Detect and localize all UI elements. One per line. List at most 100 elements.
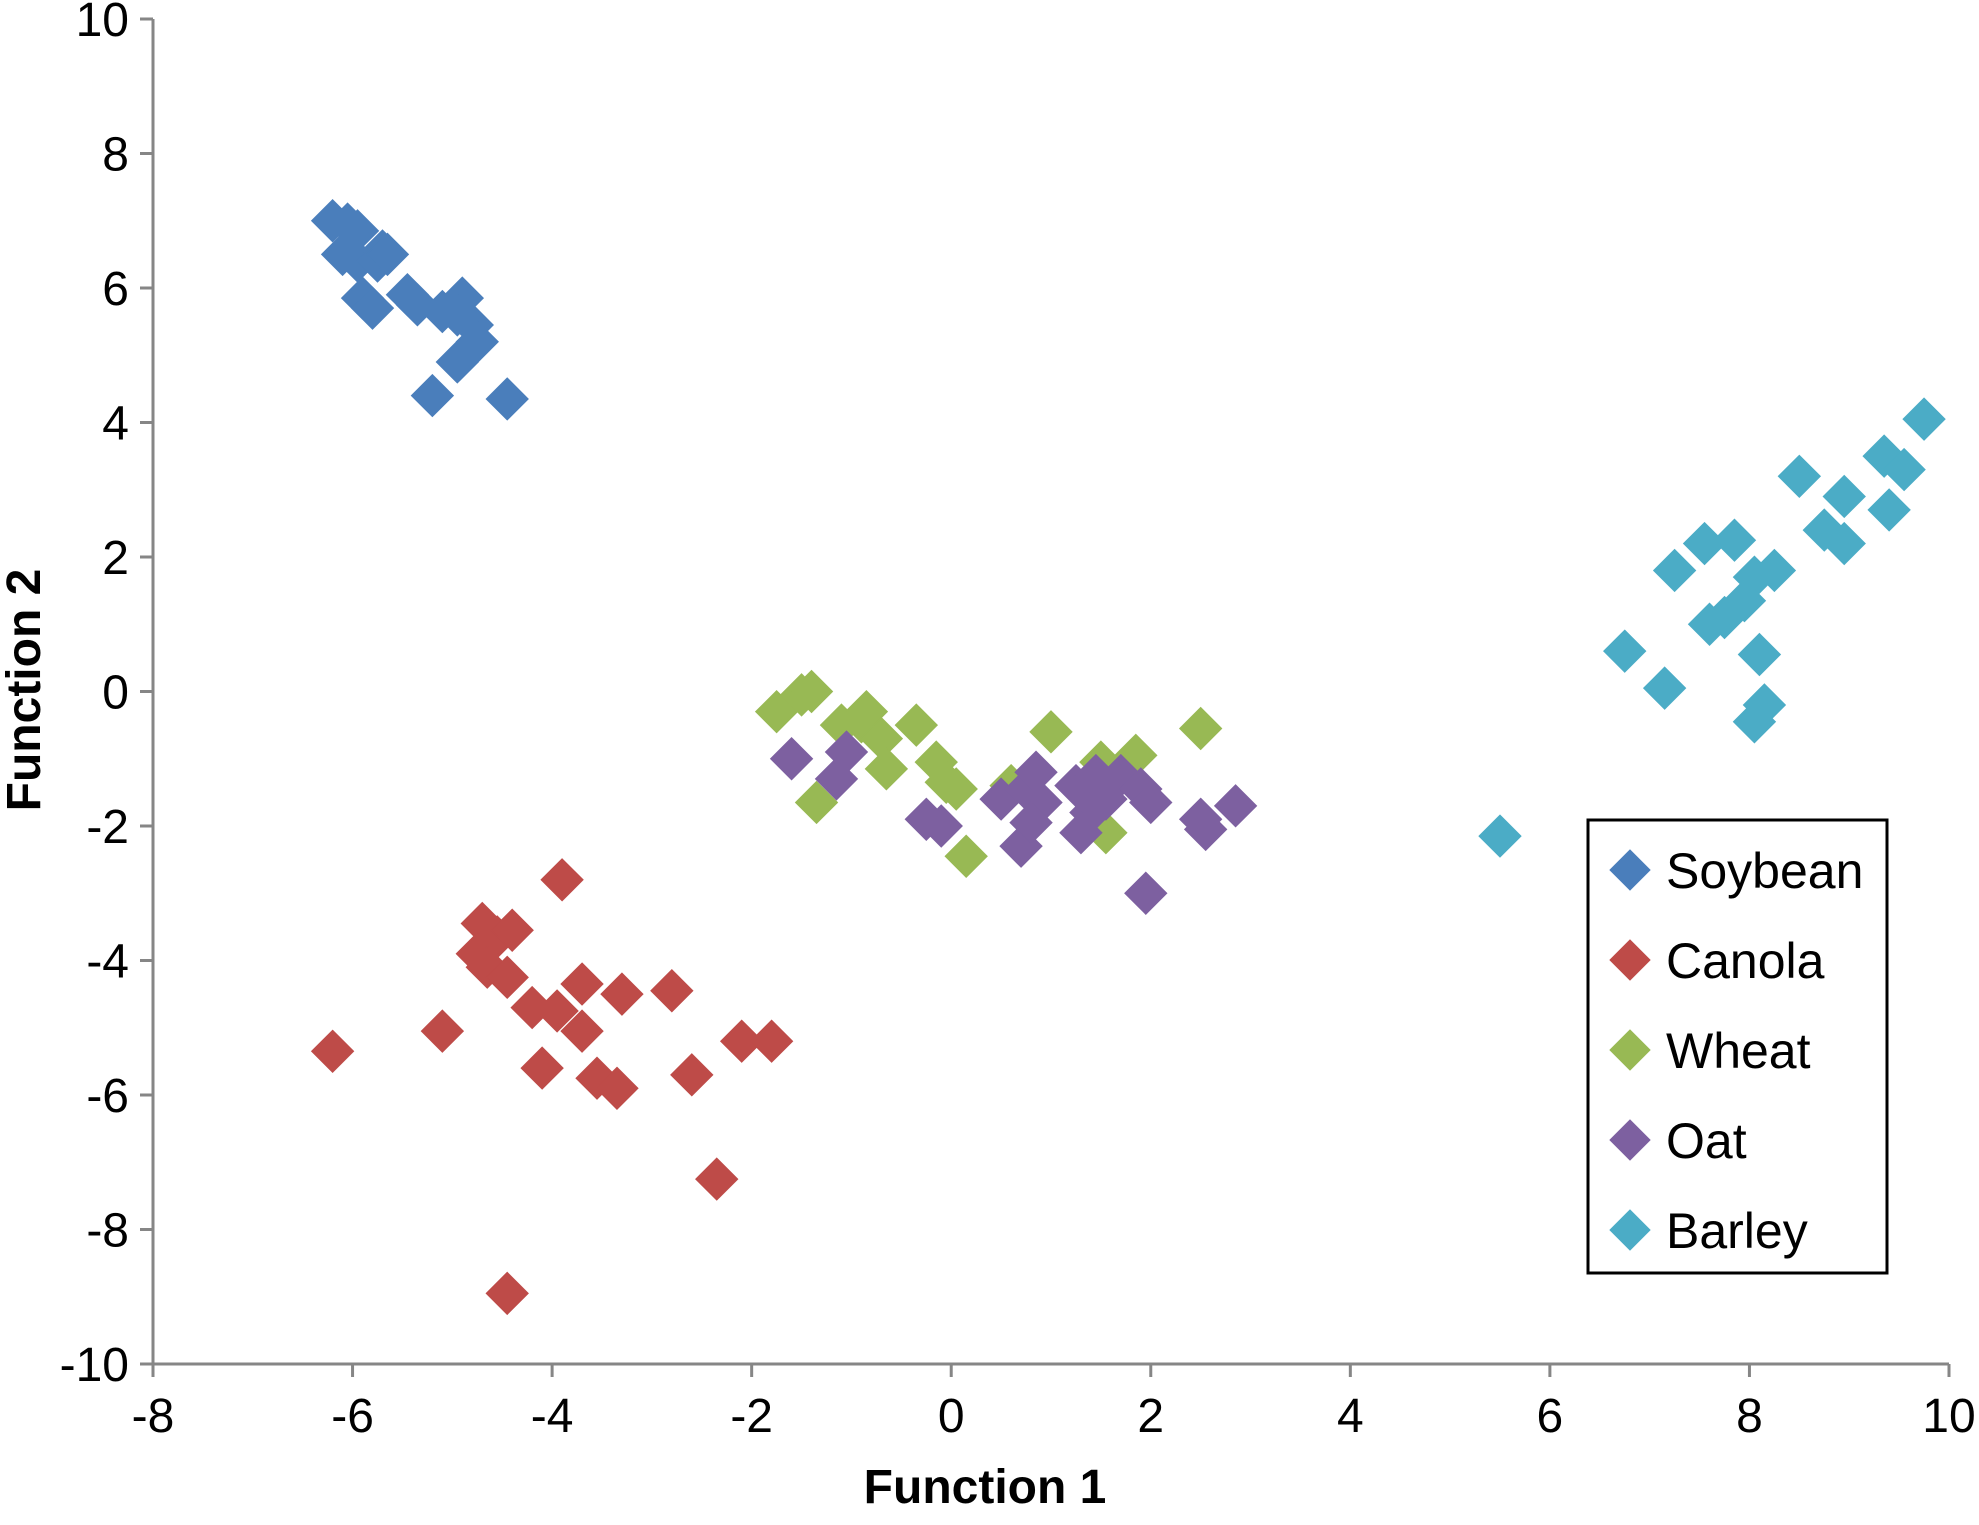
- data-point: [560, 962, 604, 1006]
- y-tick-label: -4: [86, 936, 129, 989]
- y-tick-label: -8: [86, 1205, 129, 1258]
- data-point: [864, 747, 909, 791]
- y-tick-label: 0: [102, 667, 129, 720]
- data-point: [1802, 508, 1846, 552]
- x-tick-label: 10: [1922, 1390, 1975, 1443]
- data-point: [1902, 397, 1946, 441]
- data-point: [410, 373, 455, 418]
- data-point: [1009, 800, 1053, 845]
- data-point: [465, 945, 509, 989]
- data-point: [535, 989, 579, 1033]
- data-point: [1777, 454, 1822, 499]
- x-tick-label: -8: [132, 1390, 175, 1443]
- data-point: [540, 858, 584, 902]
- data-point: [944, 834, 988, 878]
- data-point: [365, 232, 410, 277]
- data-point: [595, 1066, 639, 1110]
- legend-label: Oat: [1666, 1113, 1747, 1169]
- data-point: [789, 669, 834, 714]
- legend-item-wheat: Wheat: [1609, 1023, 1811, 1079]
- data-point: [485, 955, 529, 1000]
- legend-label: Canola: [1666, 933, 1825, 989]
- data-point: [814, 757, 859, 801]
- x-tick-label: -4: [531, 1390, 574, 1443]
- data-point: [749, 1019, 794, 1063]
- data-point: [670, 1053, 714, 1097]
- series-soybean: [310, 199, 529, 421]
- data-point: [794, 780, 839, 825]
- data-point: [769, 737, 814, 781]
- x-tick-label: 6: [1537, 1390, 1564, 1443]
- legend: Soybean Canola Wheat Oat Barley: [1586, 818, 1889, 1275]
- data-point: [575, 1056, 619, 1100]
- y-tick-label: 2: [102, 532, 129, 585]
- legend-label: Barley: [1666, 1203, 1808, 1259]
- data-point: [1652, 548, 1697, 593]
- legend-marker: [1609, 1119, 1651, 1161]
- data-point: [420, 1009, 465, 1053]
- data-point: [894, 703, 939, 747]
- x-tick-label: 2: [1137, 1390, 1164, 1443]
- data-point: [1822, 521, 1866, 566]
- data-point: [1478, 814, 1522, 858]
- x-axis-title: Function 1: [864, 1461, 1107, 1514]
- data-point: [1029, 710, 1073, 754]
- series-barley: [1478, 397, 1946, 858]
- data-point: [435, 340, 480, 384]
- data-point: [1712, 518, 1757, 562]
- data-point: [350, 286, 395, 330]
- data-point: [1124, 871, 1168, 915]
- x-tick-label: 0: [938, 1390, 965, 1443]
- data-point: [695, 1157, 739, 1201]
- x-tick-label: -6: [331, 1390, 374, 1443]
- legend-item-soybean: Soybean: [1609, 843, 1863, 899]
- legend-items: Soybean Canola Wheat Oat Barley: [1609, 843, 1863, 1259]
- data-point: [1642, 666, 1687, 710]
- x-tick-label: -2: [730, 1390, 773, 1443]
- data-point: [485, 377, 529, 421]
- y-axis-title: Function 2: [0, 569, 51, 812]
- data-point: [650, 969, 694, 1013]
- legend-marker: [1609, 1029, 1651, 1071]
- data-point: [520, 1046, 564, 1090]
- series-oat: [769, 730, 1258, 915]
- legend-marker: [1609, 939, 1651, 981]
- data-point: [1687, 602, 1732, 646]
- data-point: [1178, 706, 1223, 751]
- data-point: [1059, 811, 1103, 855]
- data-point: [919, 804, 963, 848]
- data-point: [310, 1029, 355, 1073]
- series-canola: [310, 858, 794, 1316]
- data-point: [1603, 629, 1647, 673]
- data-point: [1822, 474, 1866, 519]
- data-point: [934, 767, 978, 811]
- legend-marker: [1609, 1209, 1651, 1251]
- data-points: [310, 199, 1946, 1316]
- data-point: [1732, 700, 1777, 744]
- y-tick-label: 10: [76, 0, 129, 47]
- y-tick-label: 4: [102, 398, 129, 451]
- y-tick-label: -2: [86, 801, 129, 854]
- legend-marker: [1609, 849, 1651, 891]
- data-point: [1737, 632, 1782, 677]
- x-tick-label: 8: [1736, 1390, 1763, 1443]
- data-point: [485, 1271, 529, 1316]
- legend-item-canola: Canola: [1609, 933, 1825, 989]
- axes: [140, 17, 1951, 1377]
- data-point: [1867, 488, 1911, 532]
- legend-item-oat: Oat: [1609, 1113, 1747, 1169]
- data-point: [560, 1009, 604, 1053]
- data-point: [1882, 447, 1926, 492]
- legend-label: Soybean: [1666, 843, 1863, 899]
- legend-label: Wheat: [1666, 1023, 1811, 1079]
- y-tick-label: -6: [86, 1070, 129, 1123]
- data-point: [490, 908, 534, 952]
- data-point: [1213, 784, 1258, 828]
- data-point: [719, 1019, 764, 1063]
- y-tick-label: 8: [102, 129, 129, 182]
- y-tick-label: 6: [102, 263, 129, 316]
- data-point: [600, 972, 644, 1016]
